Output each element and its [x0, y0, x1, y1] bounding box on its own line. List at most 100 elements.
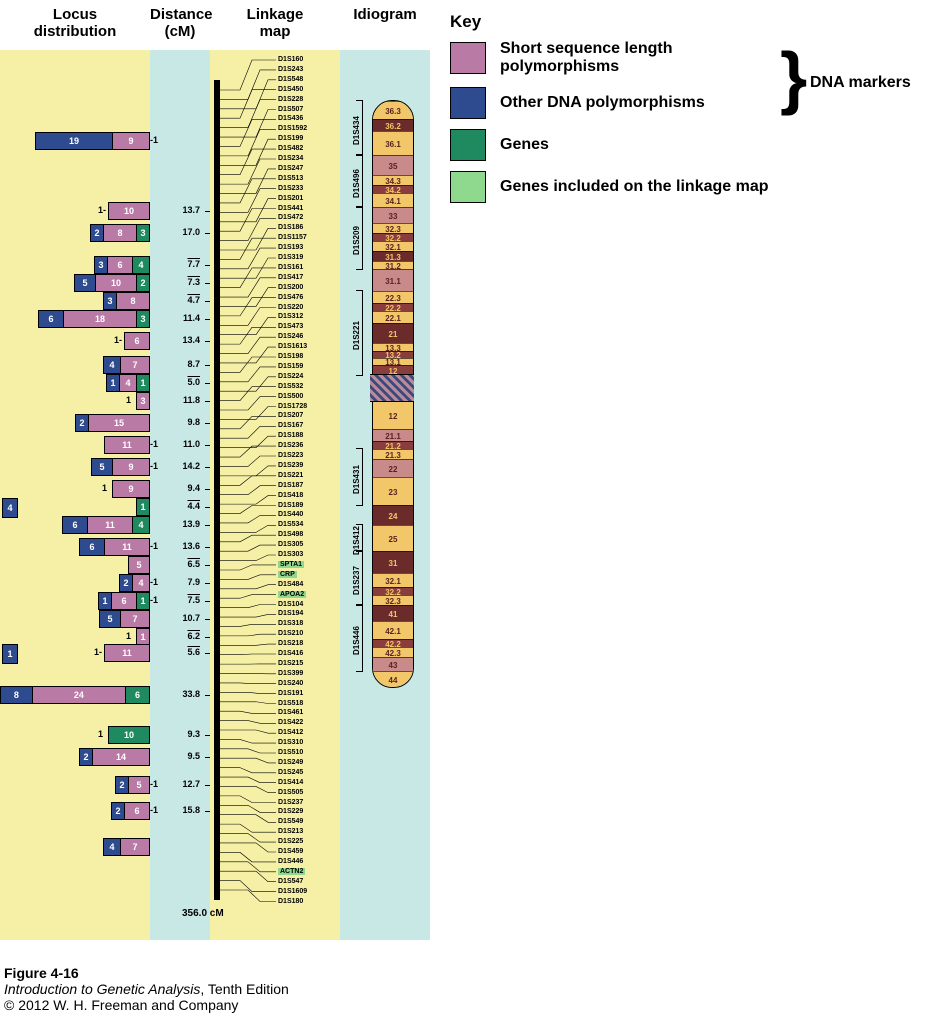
linkage-marker-label: D1S207 — [278, 412, 303, 419]
linkage-marker-label: D1S441 — [278, 205, 303, 212]
locus-segment: 5 — [91, 458, 112, 476]
locus-segment: 6 — [124, 802, 150, 820]
locus-segment: 11 — [104, 538, 150, 556]
linkage-marker-label: D1S224 — [278, 373, 303, 380]
linkage-marker-label: D1S186 — [278, 224, 303, 231]
locus-segment: 9 — [112, 458, 150, 476]
locus-row: 38 — [0, 292, 150, 310]
linkage-gene-label: SPTA1 — [278, 561, 304, 568]
distance-value: 11.0 — [160, 439, 200, 449]
linkage-marker-label: D1S416 — [278, 650, 303, 657]
linkage-marker-label: D1S412 — [278, 729, 303, 736]
locus-segment: 7 — [120, 838, 150, 856]
linkage-marker-label: D1S534 — [278, 521, 303, 528]
linkage-marker-label: D1S513 — [278, 175, 303, 182]
locus-row: 214 — [0, 748, 150, 766]
linkage-marker-label: D1S245 — [278, 769, 303, 776]
linkage-marker-label: D1S461 — [278, 709, 303, 716]
locus-segment: 7 — [120, 610, 150, 628]
locus-segment: 18 — [63, 310, 136, 328]
linkage-marker-label: D1S549 — [278, 818, 303, 825]
linkage-marker-label: D1S191 — [278, 690, 303, 697]
linkage-marker-label: D1S249 — [278, 759, 303, 766]
locus-segment: 6 — [79, 538, 104, 556]
locus-row: 26 — [0, 802, 150, 820]
idiogram-band: 36.3 — [373, 101, 413, 120]
linkage-marker-label: D1S518 — [278, 700, 303, 707]
distance-value: 13.6 — [160, 541, 200, 551]
linkage-marker-label: D1S218 — [278, 640, 303, 647]
idiogram-band: 31.1 — [373, 269, 413, 292]
linkage-marker-label: D1S240 — [278, 680, 303, 687]
linkage-marker-label: D1S104 — [278, 601, 303, 608]
locus-segment: 1 — [136, 498, 150, 516]
distance-value: 14.2 — [160, 461, 200, 471]
locus-segment: 4 — [103, 838, 120, 856]
distance-value: 33.8 — [160, 689, 200, 699]
distance-value: 12.7 — [160, 779, 200, 789]
distance-value: 10.7 — [160, 613, 200, 623]
linkage-marker-label: D1S500 — [278, 393, 303, 400]
linkage-marker-label: D1S247 — [278, 165, 303, 172]
header-linkage: Linkagemap — [210, 6, 340, 41]
idiogram-bracket-label: D1S496 — [352, 169, 361, 198]
key-item: Genes included on the linkage map — [450, 171, 930, 203]
figure-number: Figure 4-16 — [4, 965, 289, 981]
locus-segment: 6 — [107, 256, 132, 274]
linkage-marker-label: D1S234 — [278, 155, 303, 162]
idiogram-bracket-label: D1S221 — [352, 321, 361, 350]
locus-segment: 6 — [111, 592, 136, 610]
linkage-marker-label: D1S161 — [278, 264, 303, 271]
dna-markers-brace: } — [780, 46, 807, 109]
locus-segment: 1 — [136, 592, 150, 610]
locus-segment: 2 — [119, 574, 132, 592]
locus-segment: 3 — [136, 310, 150, 328]
distance-value: 7.7 — [160, 259, 200, 269]
locus-segment: 24 — [32, 686, 125, 704]
locus-segment: 3 — [94, 256, 107, 274]
linkage-marker-label: D1S310 — [278, 739, 303, 746]
linkage-marker-label: D1S193 — [278, 244, 303, 251]
idiogram-band: 23 — [373, 477, 413, 506]
locus-segment: 7 — [120, 356, 150, 374]
locus-segment: 2 — [136, 274, 150, 292]
linkage-marker-label: D1S547 — [278, 878, 303, 885]
locus-row: 10 — [0, 726, 150, 744]
linkage-marker-label: D1S243 — [278, 66, 303, 73]
linkage-marker-label: D1S229 — [278, 808, 303, 815]
locus-segment: 4 — [103, 356, 120, 374]
linkage-marker-label: D1S473 — [278, 323, 303, 330]
distance-value: 9.3 — [160, 729, 200, 739]
linkage-marker-label: D1S459 — [278, 848, 303, 855]
linkage-gene-label: ACTN2 — [278, 868, 305, 875]
locus-row: 41 — [0, 498, 150, 516]
locus-segment: 11 — [104, 644, 150, 662]
distance-value: 13.4 — [160, 335, 200, 345]
linkage-marker-label: D1S548 — [278, 76, 303, 83]
idiogram-band: 32.1 — [373, 573, 413, 588]
linkage-marker-label: D1S1157 — [278, 234, 307, 241]
key-swatch — [450, 87, 486, 119]
locus-segment: 10 — [108, 202, 150, 220]
locus-right-label: -1 — [150, 805, 158, 815]
locus-segment: 9 — [112, 132, 150, 150]
linkage-marker-label: D1S1592 — [278, 125, 307, 132]
linkage-bar — [214, 80, 220, 900]
locus-segment: 3 — [136, 392, 150, 410]
idiogram-band: 33 — [373, 207, 413, 224]
locus-segment: 6 — [124, 332, 150, 350]
locus-left-label: 1 — [102, 483, 107, 493]
genetics-figure: Locusdistribution Distance(cM) Linkagema… — [0, 0, 948, 960]
idiogram-band: 31 — [373, 551, 413, 574]
linkage-marker-label: D1S446 — [278, 858, 303, 865]
locus-right-label: -1 — [150, 135, 158, 145]
idiogram-band: 43 — [373, 657, 413, 672]
linkage-marker-label: D1S1728 — [278, 403, 307, 410]
linkage-marker-label: D1S221 — [278, 472, 303, 479]
linkage-marker-label: D1S160 — [278, 56, 303, 63]
locus-row: 6114 — [0, 516, 150, 534]
locus-segment: 3 — [103, 292, 116, 310]
distance-value: 6.2 — [160, 631, 200, 641]
legend-key: Key Short sequence lengthpolymorphismsOt… — [450, 12, 930, 213]
locus-segment: 8 — [103, 224, 136, 242]
